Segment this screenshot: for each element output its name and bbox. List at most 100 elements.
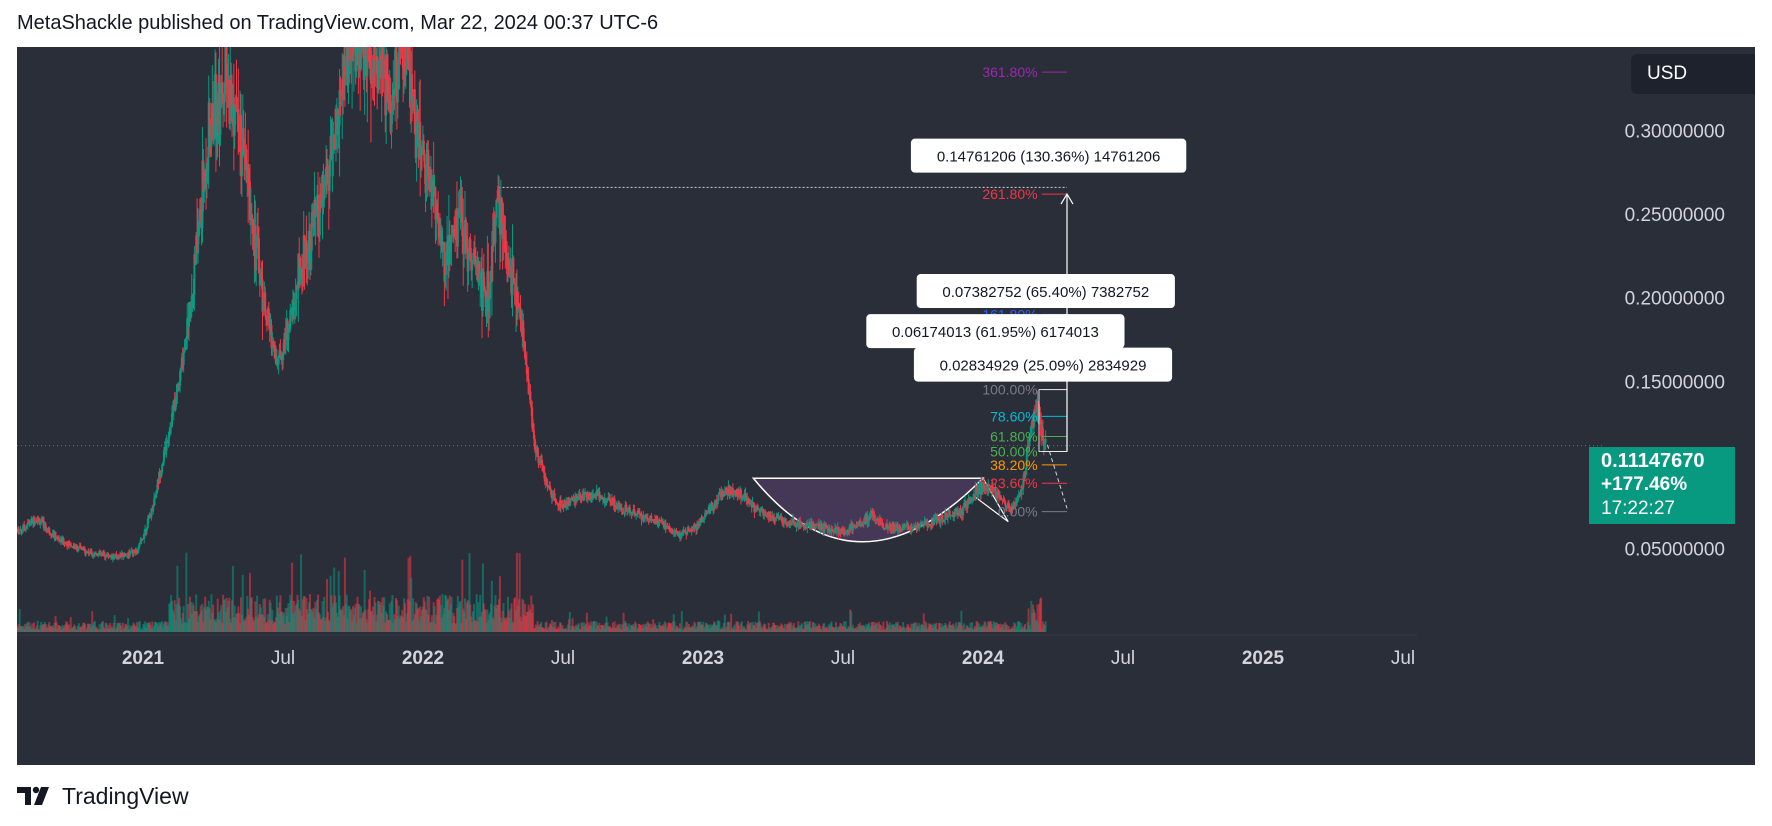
candle-body [57, 536, 60, 539]
candle-body [197, 228, 200, 237]
candle-body [488, 298, 491, 312]
candle-body [33, 517, 36, 524]
volume-bar [640, 624, 643, 632]
price-chart[interactable]: 361.80%261.80%161.80%100.00%78.60%61.80%… [17, 47, 1755, 765]
candle-body [385, 55, 388, 116]
candle-body [205, 171, 208, 182]
candle-body [453, 228, 456, 236]
candle-body [926, 520, 929, 528]
candle-body [837, 526, 840, 535]
candle-body [507, 258, 510, 277]
x-axis: 2021 Jul 2022 Jul 2023 Jul 2024 Jul 2025 Jul [122, 648, 1415, 669]
candle-body [464, 219, 467, 246]
candle-body [267, 308, 270, 322]
tradingview-logo-icon [17, 786, 49, 805]
candle-body [192, 295, 195, 297]
candle-body [619, 503, 622, 510]
candle-body [600, 495, 603, 497]
candle-body [671, 530, 674, 533]
candle-body [571, 498, 574, 500]
volume-bar [468, 552, 471, 632]
volume-bar [835, 626, 838, 632]
candle-body [495, 200, 498, 218]
candle-body [142, 538, 145, 540]
candle-body [900, 530, 903, 532]
volume-bar [410, 578, 413, 632]
candle-body [914, 525, 917, 528]
volume-bar [990, 624, 993, 632]
candle-body [867, 520, 870, 523]
candle-body [769, 512, 772, 520]
candle-body [887, 526, 890, 530]
candle-body [580, 498, 583, 500]
candle-body [319, 194, 322, 196]
volume-bar [428, 596, 431, 632]
volume-bar [18, 609, 21, 632]
candle-body [86, 551, 89, 553]
candle-body [726, 494, 729, 496]
volume-bar [102, 621, 105, 632]
candle-body [427, 149, 430, 177]
candle-body [898, 527, 901, 530]
candle-body [518, 306, 521, 308]
measure-label-box [913, 347, 1173, 382]
volume-bar [121, 622, 124, 632]
candle-body [162, 462, 165, 465]
candle-body [828, 527, 831, 533]
candle-body [504, 236, 507, 249]
volume-bar [269, 602, 272, 632]
candle-body [94, 552, 97, 554]
volume-bar [738, 625, 741, 632]
candle-body [550, 489, 553, 495]
candle-body [696, 525, 699, 531]
candle-body [90, 549, 93, 554]
candle-body [264, 292, 267, 316]
candle-body [917, 523, 920, 529]
candle-body [401, 47, 404, 54]
candle-body [458, 206, 461, 208]
volume-bar [844, 621, 847, 632]
volume-bar [26, 621, 29, 632]
candle-body [927, 524, 930, 528]
measure-label-text: 0.06174013 (61.95%) 6174013 [892, 324, 1099, 341]
volume-bar [783, 623, 786, 632]
candle-body [972, 498, 975, 500]
volume-bar [303, 596, 306, 632]
candle-body [645, 516, 648, 518]
chart-panel[interactable]: 361.80%261.80%161.80%100.00%78.60%61.80%… [17, 47, 1755, 765]
volume-bar [969, 622, 972, 632]
currency-button[interactable]: USD [1631, 54, 1755, 94]
candle-body [911, 527, 914, 532]
candle-body [735, 492, 738, 495]
candle-body [675, 530, 678, 533]
candle-body [412, 99, 415, 103]
candle-body [648, 518, 651, 523]
candle-body [208, 102, 211, 137]
candle-body [559, 500, 562, 508]
volume-bar [851, 624, 854, 632]
candle-body [29, 523, 32, 525]
candle-body [830, 529, 833, 532]
fib-level-label: 23.60% [990, 475, 1037, 491]
candle-body [221, 82, 224, 96]
candle-body [113, 555, 116, 558]
candle-body [461, 213, 464, 236]
volume-bar [105, 623, 108, 632]
candle-body [143, 533, 146, 539]
volume-bar [383, 597, 386, 632]
candle-body [334, 116, 337, 150]
candle-body [709, 504, 712, 511]
candle-body [40, 520, 43, 523]
candle-body [660, 520, 663, 522]
candle-body [170, 427, 173, 429]
candle-body [440, 230, 443, 252]
volume-bar [264, 598, 267, 632]
candle-body [517, 302, 520, 307]
volume-bar [879, 625, 882, 632]
volume-bar [176, 565, 179, 632]
candle-body [1034, 409, 1037, 412]
candle-body [79, 546, 82, 548]
candle-body [218, 74, 221, 136]
candle-body [326, 168, 329, 180]
candle-body [346, 47, 349, 85]
